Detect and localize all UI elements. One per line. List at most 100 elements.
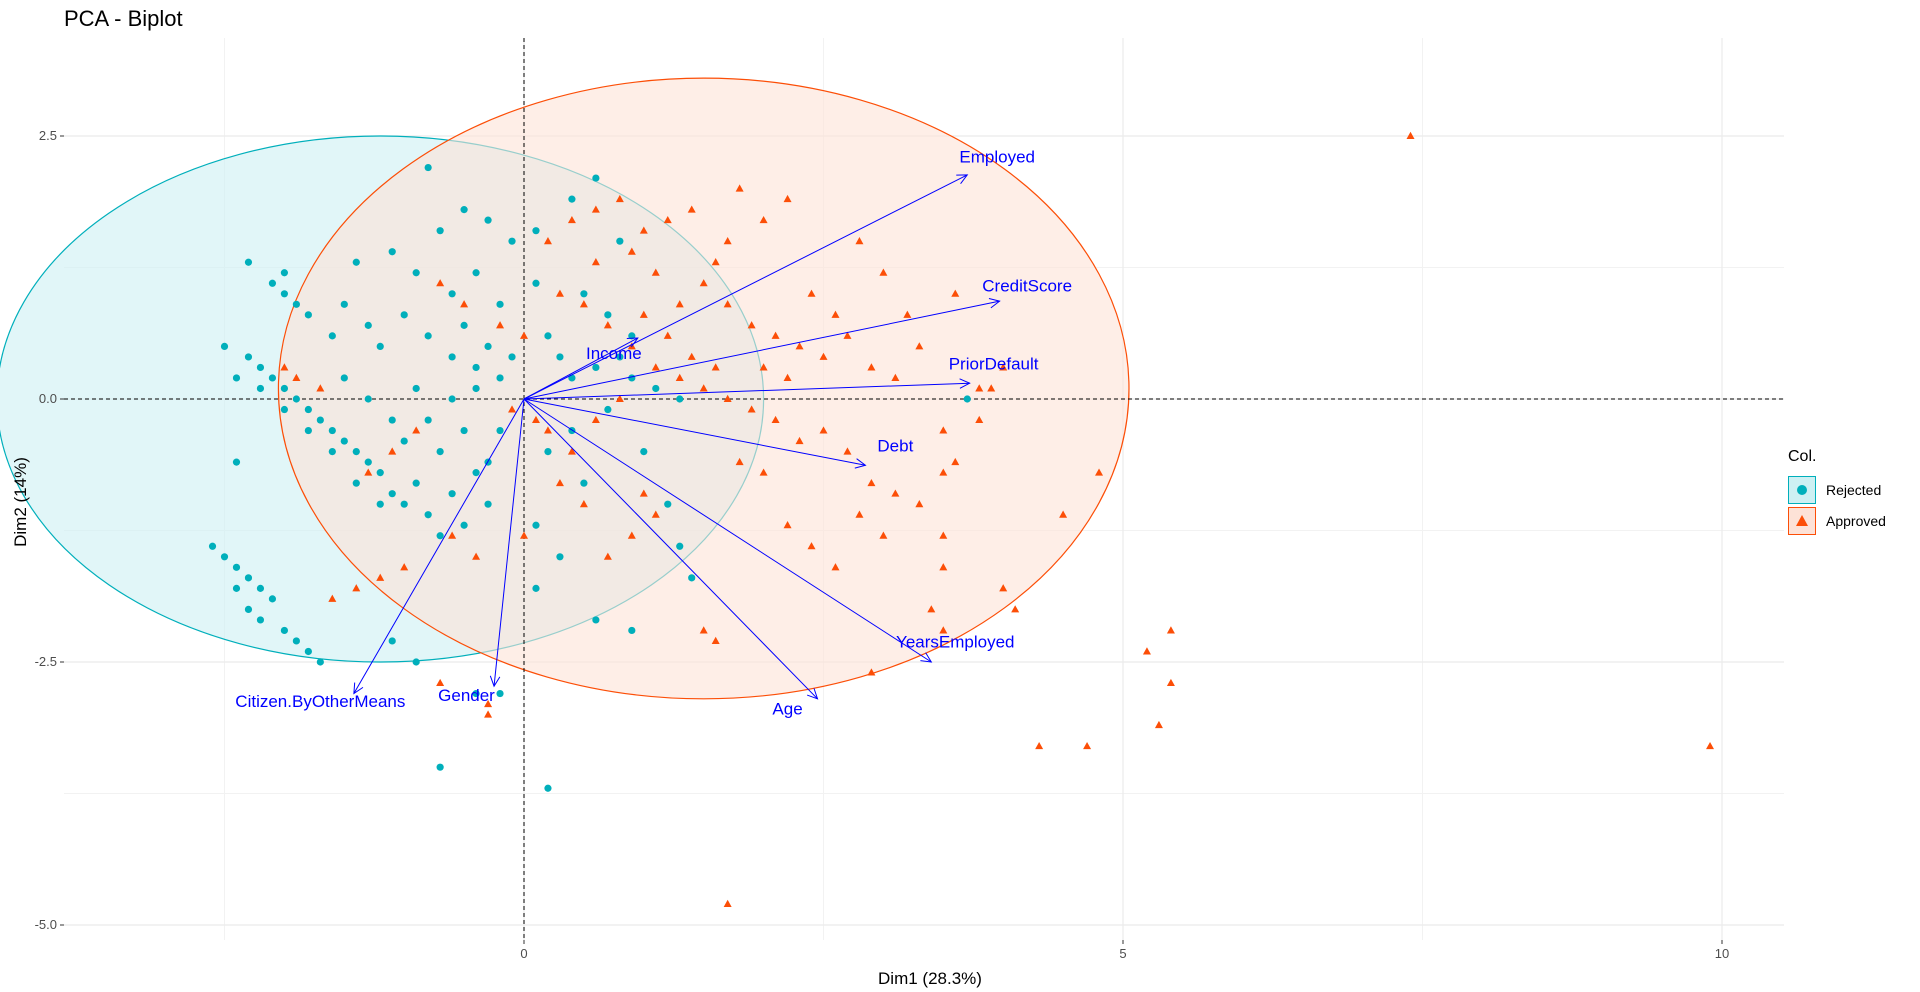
y-tick-label: 2.5 bbox=[39, 128, 57, 143]
point-rejected bbox=[244, 353, 253, 361]
point-approved bbox=[328, 594, 337, 602]
point-approved bbox=[951, 289, 960, 297]
point-rejected bbox=[244, 574, 253, 582]
vector-label-debt: Debt bbox=[877, 437, 913, 456]
vector-label-citizen-byothermeans: Citizen.ByOtherMeans bbox=[235, 692, 405, 711]
vector-label-creditscore: CreditScore bbox=[982, 277, 1072, 296]
point-approved bbox=[759, 468, 768, 476]
point-approved bbox=[975, 415, 984, 424]
point-approved bbox=[951, 457, 960, 466]
point-rejected bbox=[268, 374, 277, 382]
point-approved bbox=[1166, 626, 1175, 634]
point-approved bbox=[496, 321, 505, 329]
point-approved bbox=[1011, 605, 1020, 613]
point-approved bbox=[615, 194, 624, 203]
point-rejected bbox=[244, 605, 253, 614]
point-rejected bbox=[280, 269, 288, 277]
point-rejected bbox=[352, 258, 360, 266]
point-approved bbox=[807, 289, 816, 297]
point-approved bbox=[819, 426, 828, 434]
point-rejected bbox=[220, 553, 229, 561]
point-approved bbox=[651, 363, 660, 371]
point-approved bbox=[364, 468, 373, 476]
vector-priordefault bbox=[523, 382, 970, 400]
point-rejected bbox=[232, 458, 241, 466]
point-approved bbox=[1142, 647, 1151, 655]
vector-arrowhead bbox=[956, 174, 969, 184]
point-rejected bbox=[604, 405, 612, 414]
vector-age bbox=[523, 398, 818, 700]
point-rejected bbox=[340, 437, 348, 445]
point-rejected bbox=[652, 384, 660, 393]
point-rejected bbox=[328, 448, 336, 456]
point-approved bbox=[795, 342, 804, 350]
point-rejected bbox=[364, 458, 372, 466]
point-rejected bbox=[412, 479, 420, 487]
point-rejected bbox=[963, 395, 971, 403]
point-approved bbox=[735, 184, 744, 192]
point-approved bbox=[975, 384, 984, 392]
point-rejected bbox=[472, 269, 480, 277]
point-approved bbox=[891, 489, 900, 497]
point-approved bbox=[783, 194, 792, 203]
point-approved bbox=[436, 279, 445, 287]
point-rejected bbox=[232, 584, 241, 592]
point-rejected bbox=[256, 584, 265, 592]
point-rejected bbox=[376, 342, 384, 350]
y-tick-label: 0.0 bbox=[39, 391, 57, 406]
legend-label-rejected: Rejected bbox=[1826, 481, 1882, 498]
point-approved bbox=[831, 563, 840, 571]
y-tick-label: -2.5 bbox=[35, 654, 57, 669]
point-rejected bbox=[268, 279, 277, 287]
point-approved bbox=[879, 268, 888, 276]
point-rejected bbox=[664, 500, 672, 508]
point-approved bbox=[711, 636, 720, 644]
point-approved bbox=[699, 384, 708, 392]
point-approved bbox=[711, 258, 720, 266]
point-rejected bbox=[616, 237, 624, 245]
point-rejected bbox=[460, 426, 468, 435]
point-rejected bbox=[292, 300, 300, 308]
variable-vectors: Employed CreditScore PriorDefault Debt Incom… bbox=[235, 147, 1072, 718]
point-approved bbox=[555, 478, 564, 487]
vector-arrowhead bbox=[854, 458, 867, 469]
vector-label-income: Income bbox=[586, 344, 642, 363]
point-approved bbox=[1406, 131, 1415, 139]
point-rejected bbox=[388, 248, 396, 256]
vector-arrowhead bbox=[920, 652, 933, 663]
point-rejected bbox=[268, 595, 277, 603]
point-rejected bbox=[472, 363, 480, 372]
point-approved bbox=[484, 710, 493, 718]
point-rejected bbox=[376, 469, 384, 477]
point-approved bbox=[448, 531, 457, 539]
point-rejected bbox=[496, 300, 504, 308]
point-approved bbox=[508, 405, 517, 413]
point-approved bbox=[376, 573, 385, 581]
point-rejected bbox=[208, 542, 217, 550]
point-rejected bbox=[472, 384, 480, 393]
point-rejected bbox=[436, 532, 444, 540]
point-rejected bbox=[460, 206, 468, 214]
point-approved bbox=[879, 531, 888, 539]
point-approved bbox=[711, 363, 720, 371]
point-approved bbox=[807, 542, 816, 550]
point-approved bbox=[567, 215, 576, 224]
point-rejected bbox=[496, 426, 504, 435]
point-approved bbox=[891, 373, 900, 381]
point-rejected bbox=[352, 448, 360, 456]
point-rejected bbox=[424, 163, 432, 172]
point-rejected bbox=[460, 321, 468, 329]
legend-item-rejected: Rejected bbox=[1788, 474, 1886, 505]
x-tick-label: 5 bbox=[1119, 946, 1126, 961]
point-approved bbox=[520, 531, 528, 539]
point-approved bbox=[579, 300, 588, 308]
point-rejected bbox=[256, 384, 265, 393]
point-approved bbox=[687, 205, 696, 213]
point-rejected bbox=[544, 332, 552, 340]
point-rejected bbox=[532, 279, 540, 287]
point-rejected bbox=[436, 763, 444, 771]
point-approved bbox=[460, 300, 469, 308]
point-rejected bbox=[436, 227, 444, 235]
point-rejected bbox=[412, 658, 420, 666]
point-approved bbox=[999, 584, 1008, 592]
